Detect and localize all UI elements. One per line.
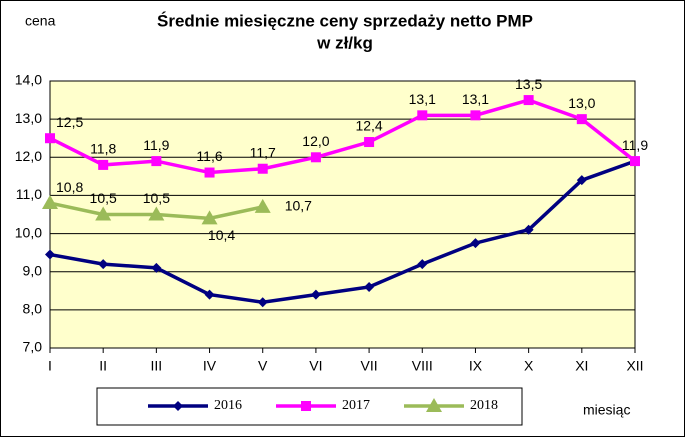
y-tick-label: 9,0 — [23, 262, 43, 278]
data-label: 11,9 — [622, 137, 648, 153]
legend-label: 2016 — [214, 398, 242, 413]
point — [254, 198, 271, 213]
point — [470, 110, 481, 121]
data-label: 12,4 — [355, 118, 382, 134]
legend-label: 2017 — [342, 398, 370, 413]
chart-subtitle: w zł/kg — [316, 33, 373, 52]
y-tick-label: 10,0 — [15, 224, 42, 240]
x-tick-label: IX — [469, 358, 483, 374]
legend-label: 2018 — [470, 398, 498, 413]
x-tick-label: XI — [575, 358, 588, 374]
point — [417, 259, 428, 270]
x-tick-label: II — [99, 358, 107, 374]
x-tick-label: VIII — [412, 358, 433, 374]
data-label: 13,1 — [462, 91, 489, 107]
chart-title: Średnie miesięczne ceny sprzedaży netto … — [157, 11, 533, 30]
y-tick-label: 8,0 — [23, 301, 43, 317]
y-tick-label: 11,0 — [16, 186, 42, 202]
data-label: 13,5 — [515, 76, 542, 92]
point — [417, 110, 428, 121]
point — [257, 297, 268, 308]
point — [630, 156, 640, 167]
data-label: 12,0 — [302, 133, 329, 149]
point — [151, 156, 162, 167]
y-axis-label: cena — [25, 13, 56, 29]
series-line — [49, 159, 636, 304]
legend-marker — [301, 401, 311, 411]
point — [98, 159, 109, 170]
y-tick-label: 7,0 — [23, 339, 43, 355]
point — [42, 195, 58, 210]
series-line — [49, 98, 637, 175]
point — [95, 206, 112, 221]
data-label: 11,9 — [143, 137, 169, 153]
point — [576, 175, 587, 186]
point — [523, 95, 534, 106]
data-label: 11,6 — [196, 148, 222, 164]
point — [201, 210, 218, 225]
x-tick-label: V — [258, 358, 268, 374]
x-tick-label: IV — [203, 358, 217, 374]
y-tick-label: 14,0 — [15, 72, 42, 88]
data-label: 10,8 — [56, 179, 83, 195]
data-label: 11,8 — [90, 141, 116, 157]
point — [576, 114, 587, 125]
point — [310, 152, 321, 163]
data-label: 10,5 — [90, 190, 117, 206]
data-label: 10,5 — [143, 190, 170, 206]
x-tick-label: X — [524, 358, 534, 374]
data-label: 13,1 — [409, 91, 436, 107]
data-label: 10,7 — [285, 198, 312, 214]
data-label: 10,4 — [208, 227, 235, 243]
point — [470, 238, 481, 249]
x-tick-label: III — [151, 358, 163, 374]
data-label: 12,5 — [56, 114, 83, 130]
legend-marker — [173, 401, 183, 411]
point — [364, 137, 375, 148]
point — [45, 249, 55, 260]
point — [364, 281, 375, 292]
point — [204, 289, 215, 300]
legend-marker — [426, 398, 442, 412]
x-axis-label: miesiąc — [583, 402, 630, 418]
data-label: 11,7 — [250, 144, 276, 160]
y-tick-label: 12,0 — [15, 148, 42, 164]
point — [257, 163, 268, 174]
point — [310, 289, 321, 300]
data-label: 13,0 — [568, 95, 595, 111]
y-tick-label: 13,0 — [15, 110, 42, 126]
point — [151, 262, 162, 273]
point — [523, 224, 534, 235]
point — [98, 259, 109, 270]
x-tick-label: I — [48, 358, 52, 374]
x-tick-label: VI — [309, 358, 322, 374]
x-tick-label: XII — [626, 358, 643, 374]
point — [148, 206, 165, 221]
x-tick-label: VII — [361, 358, 378, 374]
point — [204, 167, 215, 178]
point — [45, 133, 55, 144]
